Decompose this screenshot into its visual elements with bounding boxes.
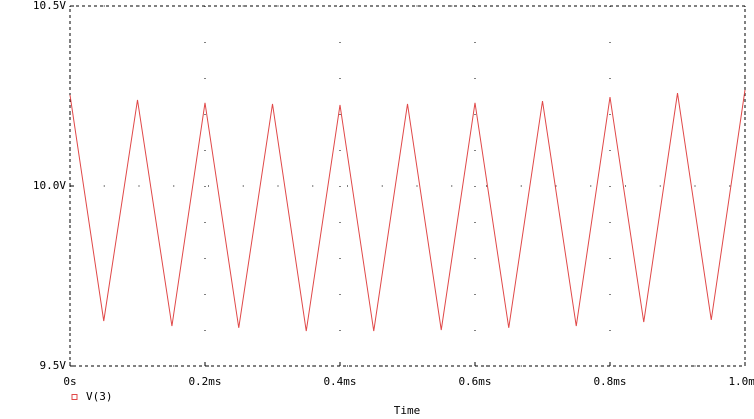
x-tick-label: 0.2ms xyxy=(188,375,221,388)
y-tick-label: 9.5V xyxy=(40,359,67,372)
x-axis-label: Time xyxy=(394,404,421,417)
legend-marker xyxy=(71,394,78,400)
legend-label: V(3) xyxy=(86,390,113,403)
x-tick-label: 0s xyxy=(63,375,76,388)
series-line xyxy=(69,89,746,332)
x-tick-label: 0.6ms xyxy=(458,375,491,388)
x-tick-label: 0.4ms xyxy=(323,375,356,388)
x-tick-label: 1.0ms xyxy=(728,375,754,388)
x-tick-label: 0.8ms xyxy=(593,375,626,388)
plot-frame xyxy=(69,5,746,367)
y-tick-label: 10.5V xyxy=(33,0,66,12)
y-tick-label: 10.0V xyxy=(33,179,66,192)
